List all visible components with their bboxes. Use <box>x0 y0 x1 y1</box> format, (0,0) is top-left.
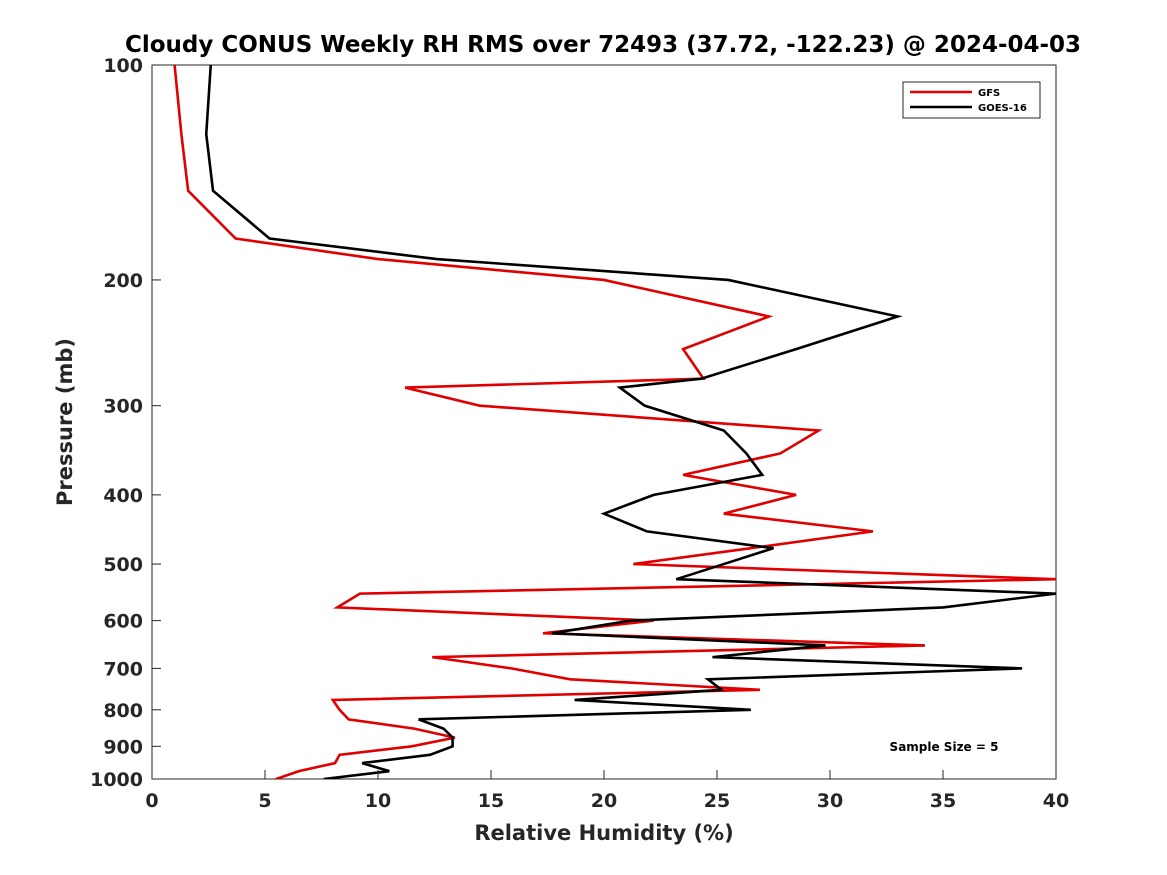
x-tick-label: 25 <box>704 790 730 812</box>
series-line-gfs <box>173 65 1056 779</box>
legend-label-gfs: GFS <box>978 88 1000 99</box>
x-axis-label: Relative Humidity (%) <box>474 821 733 845</box>
series-line-goes-16 <box>204 65 1056 779</box>
x-tick-label: 30 <box>817 790 843 812</box>
y-tick-label: 1000 <box>90 769 143 791</box>
x-tick-label: 10 <box>365 790 391 812</box>
x-tick-label: 20 <box>591 790 617 812</box>
y-tick-label: 500 <box>103 554 143 576</box>
series-layer <box>173 65 1056 779</box>
y-tick-label: 400 <box>103 485 143 507</box>
legend-entries: GFS GOES-16 <box>910 88 1027 114</box>
y-axis-ticks: 100 200 300 400 500 600 700 800 900 1000 <box>90 55 161 791</box>
x-tick-label: 0 <box>145 790 158 812</box>
x-tick-label: 35 <box>930 790 956 812</box>
legend-box <box>902 81 1041 119</box>
sample-size-annotation: Sample Size = 5 <box>890 740 999 754</box>
x-axis-ticks: 0 5 10 15 20 25 30 35 40 <box>145 770 1069 812</box>
y-tick-label: 300 <box>103 396 143 418</box>
y-tick-label: 200 <box>103 270 143 292</box>
x-tick-label: 5 <box>258 790 271 812</box>
y-tick-label: 800 <box>103 700 143 722</box>
y-tick-label: 900 <box>103 736 143 758</box>
x-tick-label: 40 <box>1043 790 1069 812</box>
y-tick-label: 100 <box>103 55 143 77</box>
legend: GFS GOES-16 <box>902 81 1041 119</box>
chart-title: Cloudy CONUS Weekly RH RMS over 72493 (3… <box>125 32 1081 58</box>
y-tick-label: 700 <box>103 658 143 680</box>
x-tick-label: 15 <box>478 790 504 812</box>
y-axis-label: Pressure (mb) <box>53 338 77 506</box>
y-tick-label: 600 <box>103 611 143 633</box>
legend-label-goes-16: GOES-16 <box>978 103 1027 114</box>
